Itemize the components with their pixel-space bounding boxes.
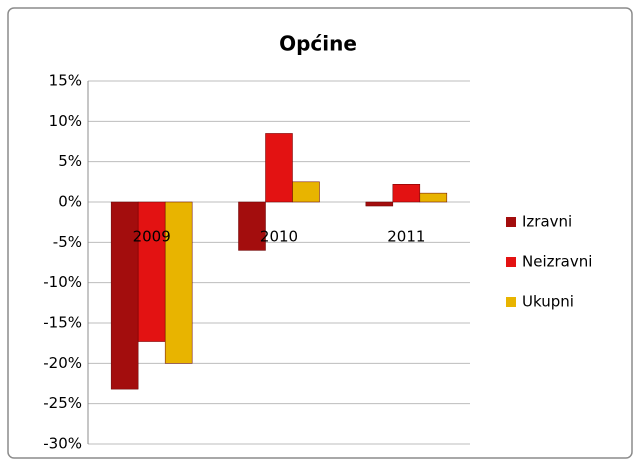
legend-label: Neizravni bbox=[522, 253, 592, 271]
chart-frame bbox=[7, 7, 633, 459]
legend-label: Izravni bbox=[522, 213, 572, 231]
x-tick-label: 2010 bbox=[260, 228, 298, 246]
x-tick-label: 2011 bbox=[387, 228, 425, 246]
bar bbox=[238, 201, 266, 251]
y-tick-label: 15% bbox=[49, 72, 82, 90]
y-tick-label: -25% bbox=[43, 394, 82, 412]
x-tick-label: 2009 bbox=[133, 228, 171, 246]
legend-marker bbox=[506, 297, 516, 307]
y-tick-label: -20% bbox=[43, 354, 82, 372]
bar bbox=[392, 184, 421, 203]
bar bbox=[365, 201, 394, 207]
y-tick-label: -5% bbox=[53, 233, 82, 251]
legend-marker bbox=[506, 217, 516, 227]
y-tick-label: 10% bbox=[49, 112, 82, 130]
bar bbox=[164, 201, 193, 364]
bar bbox=[292, 181, 320, 203]
bar bbox=[419, 192, 448, 203]
y-tick-label: -10% bbox=[43, 273, 82, 291]
bar bbox=[265, 133, 293, 203]
y-tick-label: -30% bbox=[43, 435, 82, 453]
bar bbox=[137, 201, 166, 342]
y-tick-label: 0% bbox=[58, 193, 82, 211]
legend-label: Ukupni bbox=[522, 293, 574, 311]
y-tick-label: -15% bbox=[43, 314, 82, 332]
y-tick-label: 5% bbox=[58, 152, 82, 170]
bar bbox=[110, 201, 139, 390]
legend-marker bbox=[506, 257, 516, 267]
chart-title: Općine bbox=[279, 32, 357, 56]
